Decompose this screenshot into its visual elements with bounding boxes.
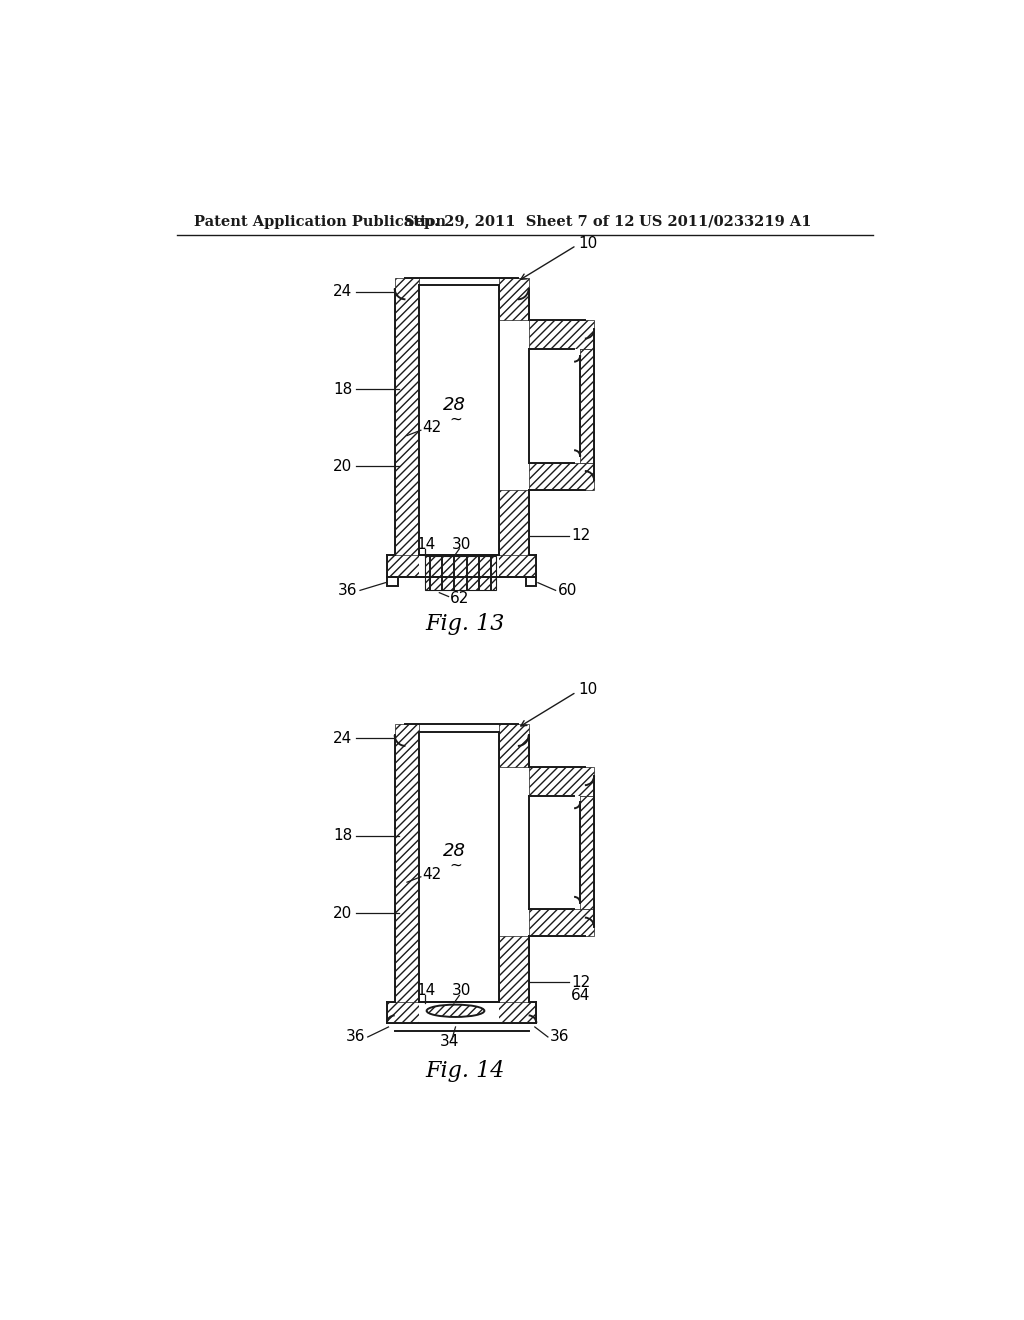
- Bar: [419, 554, 500, 577]
- Text: 60: 60: [558, 583, 578, 598]
- Bar: [387, 554, 537, 577]
- Text: 36: 36: [338, 583, 357, 598]
- Bar: [581, 796, 594, 909]
- Bar: [500, 277, 528, 321]
- Text: 42: 42: [422, 867, 441, 882]
- Text: 18: 18: [333, 381, 352, 397]
- Text: Fig. 13: Fig. 13: [426, 614, 505, 635]
- Bar: [528, 767, 594, 796]
- Bar: [425, 557, 496, 590]
- Text: 36: 36: [346, 1030, 366, 1044]
- Text: US 2011/0233219 A1: US 2011/0233219 A1: [639, 215, 811, 228]
- Bar: [419, 1002, 500, 1023]
- Bar: [419, 733, 500, 1002]
- Bar: [394, 277, 419, 577]
- Text: 12: 12: [571, 528, 590, 544]
- Bar: [525, 577, 537, 586]
- Text: 18: 18: [333, 829, 352, 843]
- Bar: [528, 350, 581, 462]
- Text: ~: ~: [450, 411, 462, 426]
- Text: Patent Application Publication: Patent Application Publication: [194, 215, 445, 228]
- Text: 30: 30: [452, 983, 471, 998]
- Bar: [387, 1002, 537, 1023]
- Bar: [528, 909, 594, 936]
- Bar: [581, 350, 594, 462]
- Text: 28: 28: [442, 842, 466, 861]
- Text: Fig. 14: Fig. 14: [426, 1060, 505, 1082]
- Text: 62: 62: [451, 590, 469, 606]
- Text: 64: 64: [571, 987, 591, 1003]
- Text: 12: 12: [571, 974, 590, 990]
- Bar: [394, 725, 419, 1023]
- Ellipse shape: [427, 1005, 484, 1016]
- Text: 24: 24: [333, 731, 352, 746]
- Text: 10: 10: [579, 235, 598, 251]
- Bar: [500, 490, 528, 577]
- Text: 20: 20: [333, 459, 352, 474]
- Text: 36: 36: [550, 1030, 569, 1044]
- Text: 20: 20: [333, 906, 352, 920]
- Text: 42: 42: [422, 420, 441, 436]
- Text: 10: 10: [579, 682, 598, 697]
- Text: 24: 24: [333, 284, 352, 300]
- Bar: [419, 285, 500, 554]
- Text: ~: ~: [450, 858, 462, 873]
- Text: 28: 28: [442, 396, 466, 413]
- Bar: [528, 321, 594, 350]
- Bar: [528, 462, 594, 490]
- Bar: [387, 577, 397, 586]
- Text: Sep. 29, 2011  Sheet 7 of 12: Sep. 29, 2011 Sheet 7 of 12: [403, 215, 635, 228]
- Bar: [500, 725, 528, 767]
- Text: 14: 14: [416, 983, 435, 998]
- Bar: [528, 796, 581, 909]
- Text: 30: 30: [452, 537, 471, 552]
- Text: 14: 14: [416, 537, 435, 552]
- Text: 34: 34: [439, 1034, 459, 1049]
- Bar: [500, 936, 528, 1023]
